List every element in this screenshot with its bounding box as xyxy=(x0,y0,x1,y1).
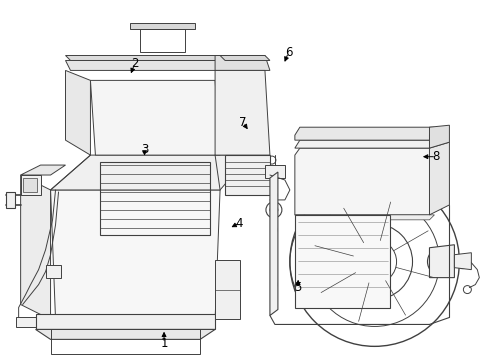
Polygon shape xyxy=(65,60,224,71)
Text: 3: 3 xyxy=(141,143,148,156)
Text: 6: 6 xyxy=(284,46,291,59)
Polygon shape xyxy=(65,71,90,155)
Polygon shape xyxy=(45,265,61,278)
Text: 1: 1 xyxy=(160,337,167,350)
Text: 7: 7 xyxy=(239,116,246,129)
Polygon shape xyxy=(428,142,448,215)
Polygon shape xyxy=(224,155,269,195)
Polygon shape xyxy=(16,318,41,328)
Polygon shape xyxy=(264,165,285,178)
Polygon shape xyxy=(65,55,224,60)
Circle shape xyxy=(427,248,454,276)
Polygon shape xyxy=(428,245,453,278)
Polygon shape xyxy=(20,175,50,319)
Text: 8: 8 xyxy=(431,150,439,163)
Polygon shape xyxy=(294,148,433,215)
Polygon shape xyxy=(220,55,269,60)
Polygon shape xyxy=(50,190,220,319)
Text: 2: 2 xyxy=(131,57,138,70)
Polygon shape xyxy=(22,178,37,192)
Polygon shape xyxy=(294,215,389,307)
Polygon shape xyxy=(294,140,433,148)
Polygon shape xyxy=(215,260,240,319)
Polygon shape xyxy=(20,175,41,195)
Polygon shape xyxy=(36,329,215,339)
Polygon shape xyxy=(6,192,15,208)
Text: 4: 4 xyxy=(235,216,243,230)
Polygon shape xyxy=(294,215,433,220)
Polygon shape xyxy=(90,80,220,155)
Text: 5: 5 xyxy=(294,281,301,294)
Polygon shape xyxy=(215,71,269,155)
Polygon shape xyxy=(269,172,277,315)
Polygon shape xyxy=(36,315,215,329)
Polygon shape xyxy=(453,253,470,270)
Polygon shape xyxy=(215,55,269,71)
Polygon shape xyxy=(50,155,249,190)
Polygon shape xyxy=(130,23,195,28)
Polygon shape xyxy=(294,127,433,140)
Polygon shape xyxy=(428,125,448,148)
Polygon shape xyxy=(20,165,65,175)
